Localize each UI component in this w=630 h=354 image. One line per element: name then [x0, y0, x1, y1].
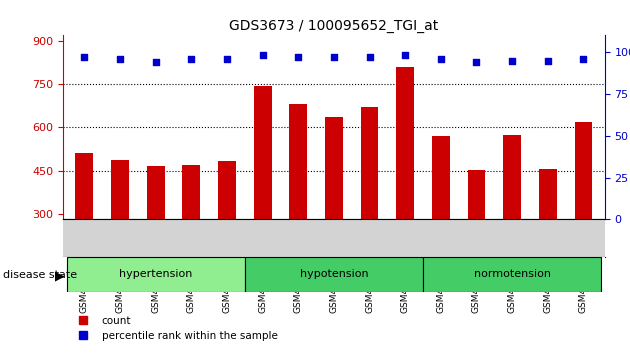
Point [186, 56, 197, 62]
Point [293, 54, 303, 60]
Bar [183, 165, 200, 300]
Text: normotension: normotension [474, 269, 551, 279]
Point [329, 54, 339, 60]
Text: ▶: ▶ [55, 269, 65, 282]
Legend: count, percentile rank within the sample: count, percentile rank within the sample [68, 312, 282, 345]
Point [258, 53, 268, 58]
Bar [111, 160, 129, 300]
Point [151, 59, 161, 65]
Point [471, 59, 481, 65]
Bar [147, 166, 164, 300]
Bar [254, 86, 272, 300]
Bar [503, 135, 521, 300]
Bar [245, 257, 423, 292]
Bar [539, 169, 557, 300]
Text: hypotension: hypotension [300, 269, 368, 279]
Text: hypertension: hypertension [119, 269, 192, 279]
Bar [575, 122, 592, 300]
Point [400, 53, 410, 58]
Point [79, 54, 89, 60]
Point [507, 58, 517, 63]
Point [436, 56, 446, 62]
Bar [325, 117, 343, 300]
Point [365, 54, 375, 60]
Text: disease state: disease state [3, 270, 77, 280]
Bar [396, 67, 414, 300]
Title: GDS3673 / 100095652_TGI_at: GDS3673 / 100095652_TGI_at [229, 19, 438, 33]
Bar [289, 104, 307, 300]
Bar [467, 170, 485, 300]
Point [115, 56, 125, 62]
Point [542, 58, 553, 63]
Bar [423, 257, 601, 292]
Bar [67, 257, 245, 292]
Bar [360, 107, 379, 300]
Point [578, 56, 588, 62]
Bar [432, 136, 450, 300]
Point [222, 56, 232, 62]
Bar [218, 161, 236, 300]
Bar [76, 153, 93, 300]
